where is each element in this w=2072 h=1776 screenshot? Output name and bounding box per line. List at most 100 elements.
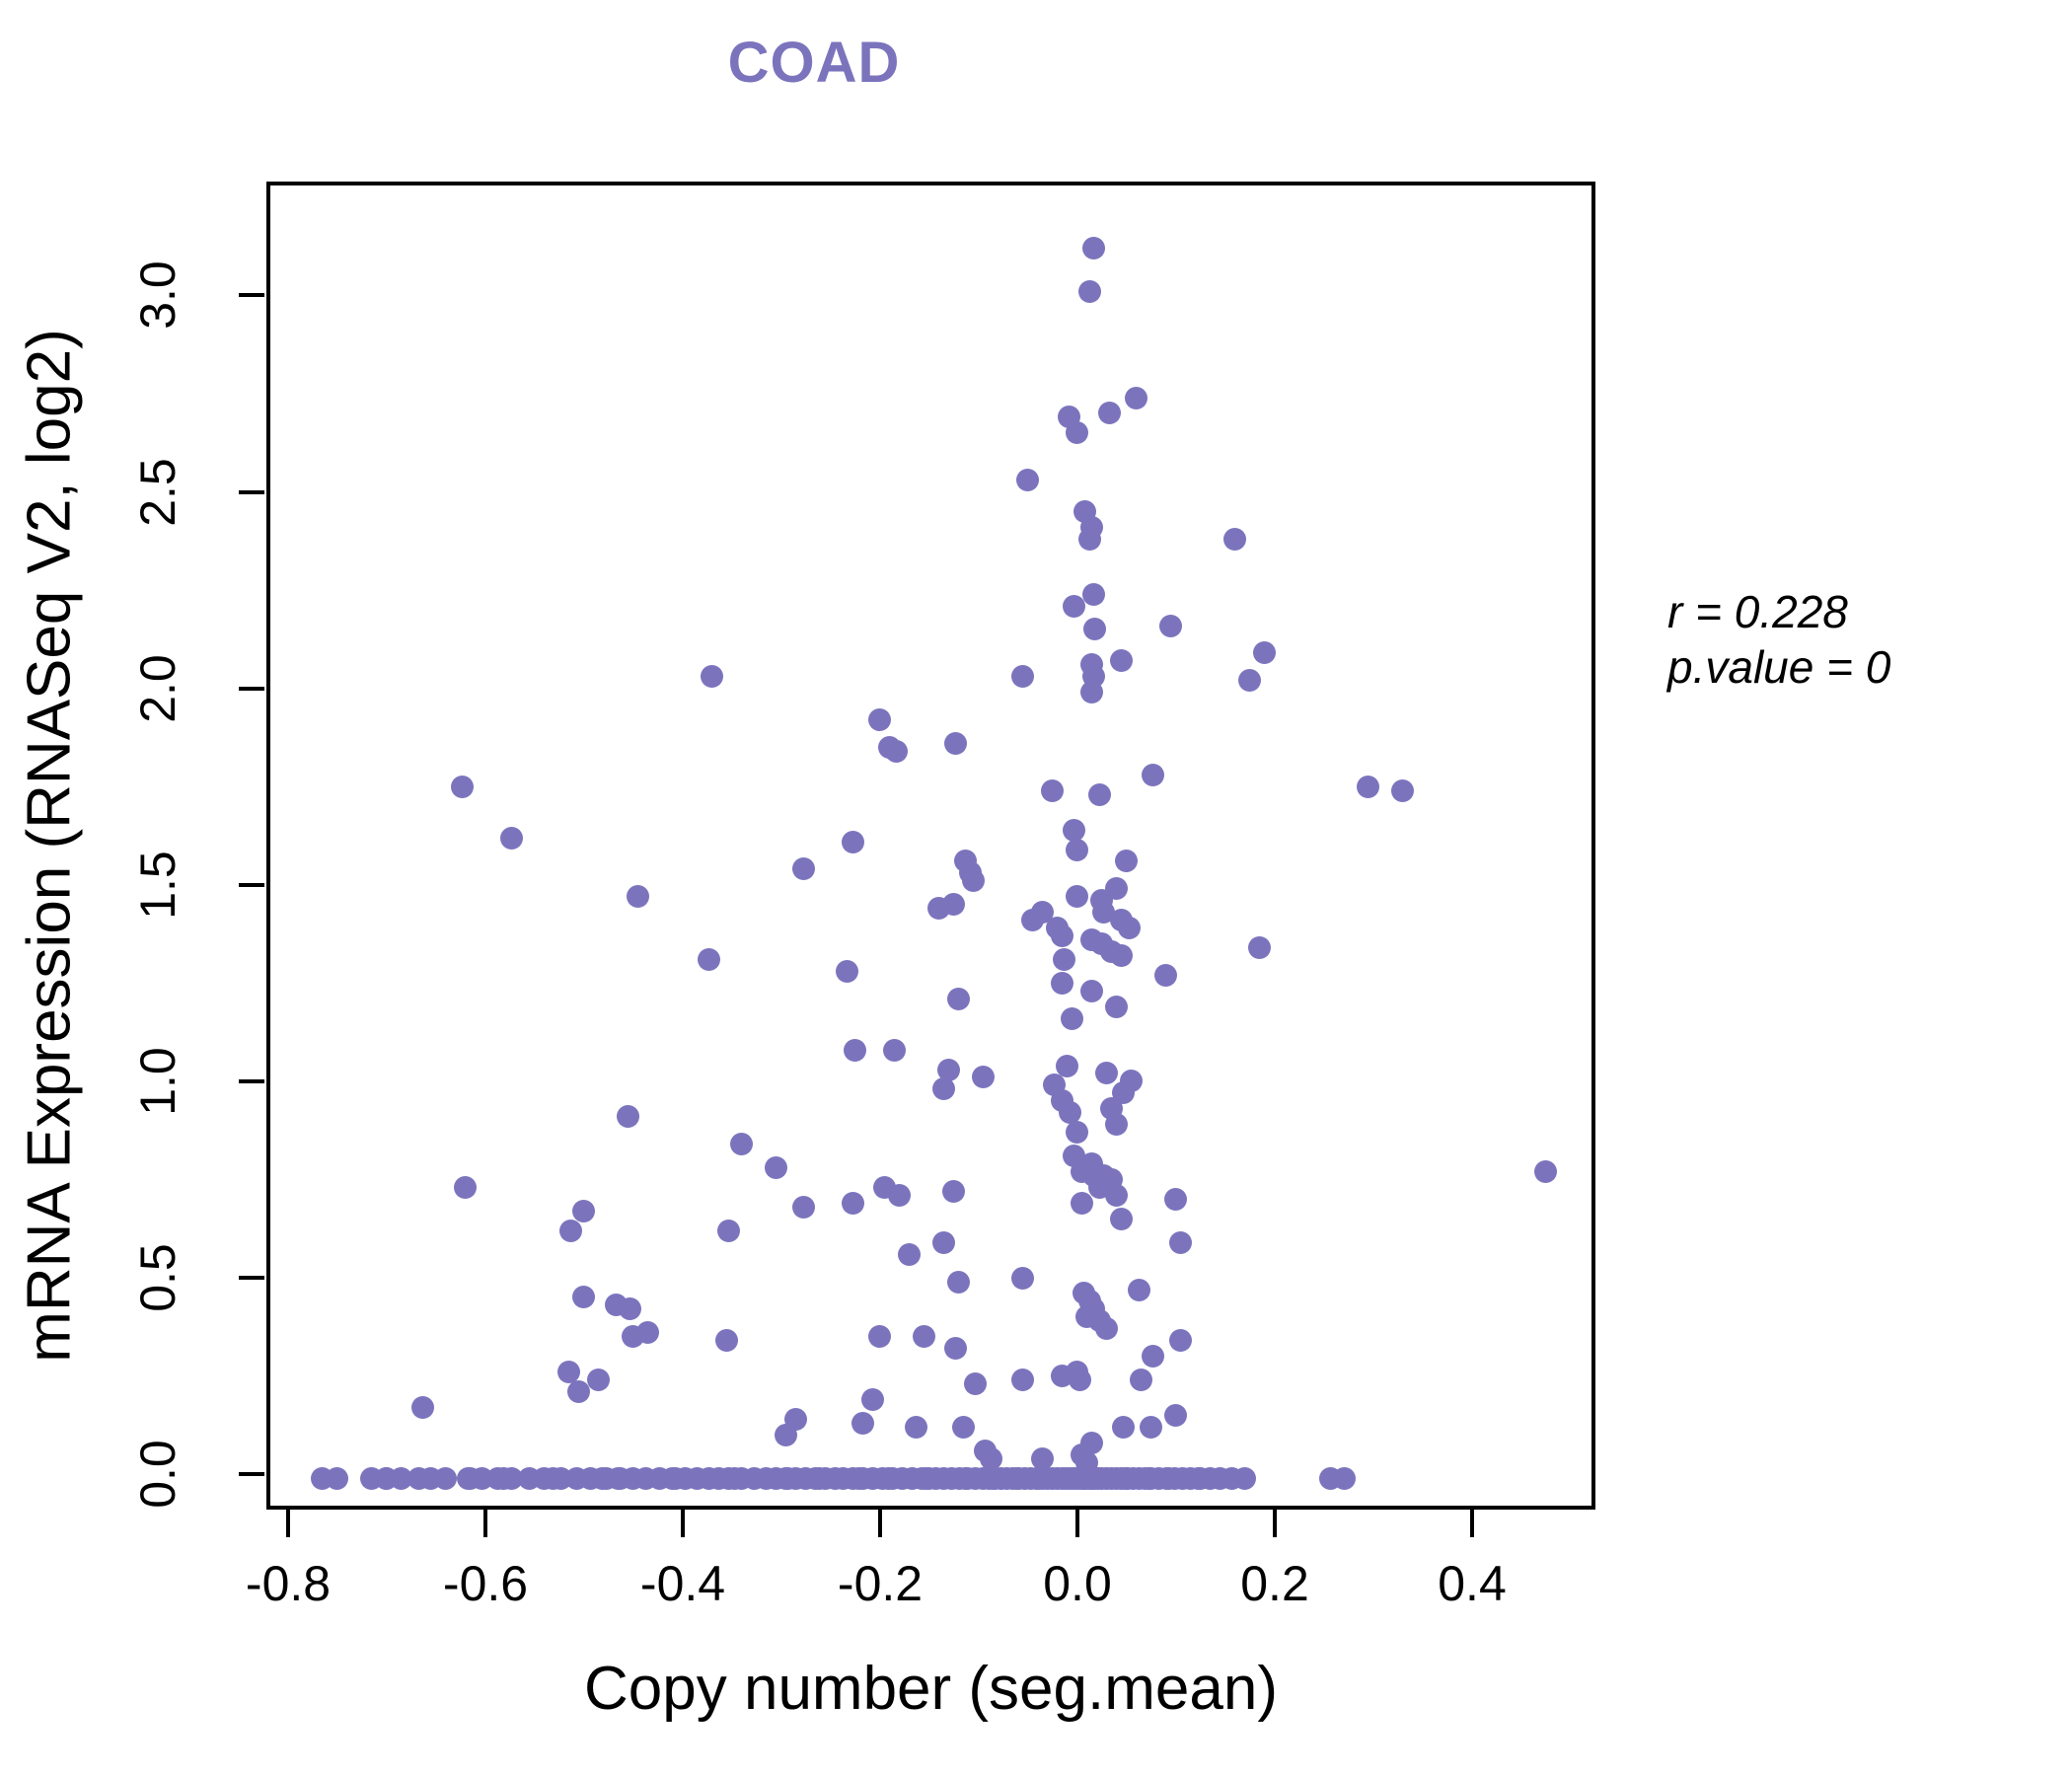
data-point: [616, 1105, 639, 1129]
data-point: [1015, 469, 1039, 492]
data-point: [410, 1395, 434, 1419]
plot-area: [266, 182, 1595, 1510]
data-point: [1010, 1266, 1034, 1290]
data-point: [722, 1466, 746, 1490]
data-point: [843, 1038, 866, 1062]
data-point: [590, 1466, 614, 1490]
data-point: [1222, 527, 1246, 551]
data-point: [951, 1415, 975, 1439]
data-point: [1141, 763, 1164, 786]
data-point: [979, 1446, 1002, 1470]
correlation-value: r = 0.228: [1667, 586, 1848, 637]
data-point: [1081, 237, 1105, 260]
data-point: [1068, 1369, 1091, 1392]
data-point: [433, 1466, 457, 1490]
data-point: [1058, 1101, 1081, 1125]
data-point: [867, 1325, 891, 1349]
data-point: [953, 1466, 977, 1490]
data-point: [1081, 582, 1105, 606]
data-point: [1114, 850, 1138, 873]
data-point: [1050, 925, 1073, 948]
x-tick-mark: [878, 1510, 882, 1537]
data-point: [499, 826, 523, 850]
y-tick-label: 2.0: [130, 653, 185, 723]
data-point: [458, 1466, 481, 1490]
x-tick-label: 0.4: [1438, 1556, 1507, 1611]
y-tick-label: 0.0: [130, 1440, 185, 1509]
data-point: [946, 987, 970, 1010]
data-point: [876, 1466, 900, 1490]
data-point: [491, 1466, 515, 1490]
data-point: [841, 830, 864, 853]
data-point: [884, 739, 908, 763]
data-point: [887, 1183, 911, 1207]
data-point: [1050, 971, 1073, 995]
data-point: [931, 1230, 955, 1254]
y-tick-label: 1.0: [130, 1047, 185, 1116]
data-point: [1232, 1466, 1256, 1490]
stats-annotation: r = 0.228 p.value = 0: [1667, 584, 1890, 695]
data-point: [971, 1066, 995, 1089]
data-point: [1077, 527, 1101, 551]
x-tick-mark: [1273, 1510, 1277, 1537]
data-point: [1139, 1415, 1162, 1439]
data-point: [374, 1466, 398, 1490]
y-axis-title: mRNA Expression (RNASeq V2, log2): [15, 329, 84, 1363]
data-point: [453, 1175, 477, 1199]
x-tick-mark: [681, 1510, 685, 1537]
data-point: [714, 1329, 738, 1353]
data-point: [1004, 1466, 1028, 1490]
y-axis-title-wrap: mRNA Expression (RNASeq V2, log2): [0, 182, 99, 1510]
data-point: [1153, 963, 1177, 987]
data-point: [1356, 775, 1379, 798]
data-point: [1060, 1006, 1083, 1030]
data-point: [1141, 1345, 1164, 1369]
data-point: [764, 1156, 787, 1180]
data-point: [450, 775, 474, 798]
data-point: [1186, 1466, 1210, 1490]
data-point: [904, 1415, 927, 1439]
x-tick-mark: [1075, 1510, 1079, 1537]
data-point: [1252, 641, 1276, 665]
data-point: [1020, 909, 1044, 932]
data-point: [1137, 1466, 1160, 1490]
data-point: [325, 1466, 348, 1490]
data-point: [1158, 614, 1182, 637]
p-value: p.value = 0: [1667, 641, 1891, 694]
data-point: [1065, 421, 1088, 445]
data-point: [1030, 1446, 1054, 1470]
data-point: [936, 1058, 960, 1081]
data-point: [961, 869, 985, 893]
y-tick-mark: [239, 293, 264, 298]
y-tick-mark: [239, 1078, 264, 1083]
data-point: [716, 1219, 740, 1242]
data-point: [608, 1466, 631, 1490]
y-tick-label: 2.5: [130, 457, 185, 527]
data-point: [1079, 979, 1103, 1002]
data-point: [635, 1321, 659, 1345]
data-point: [860, 1388, 884, 1411]
data-point: [1104, 1183, 1128, 1207]
x-tick-label: -0.6: [442, 1556, 529, 1611]
data-point: [618, 1297, 641, 1321]
data-point: [1109, 1207, 1133, 1230]
y-tick-mark: [239, 489, 264, 494]
data-point: [926, 897, 950, 921]
data-point: [1127, 1278, 1150, 1301]
data-point: [931, 1077, 955, 1101]
y-tick-mark: [239, 1276, 264, 1281]
data-point: [882, 1038, 906, 1062]
data-point: [1070, 1191, 1093, 1215]
data-point: [541, 1466, 564, 1490]
data-point: [847, 1466, 870, 1490]
data-point: [791, 857, 815, 881]
x-tick-label: 0.0: [1043, 1556, 1112, 1611]
data-point: [835, 959, 858, 983]
x-tick-label: -0.8: [245, 1556, 332, 1611]
data-point: [1390, 778, 1414, 802]
data-point: [1247, 936, 1271, 960]
data-point: [851, 1411, 874, 1435]
y-tick-label: 3.0: [130, 260, 185, 331]
data-point: [566, 1380, 590, 1404]
scatter-points-layer: [270, 185, 1591, 1506]
